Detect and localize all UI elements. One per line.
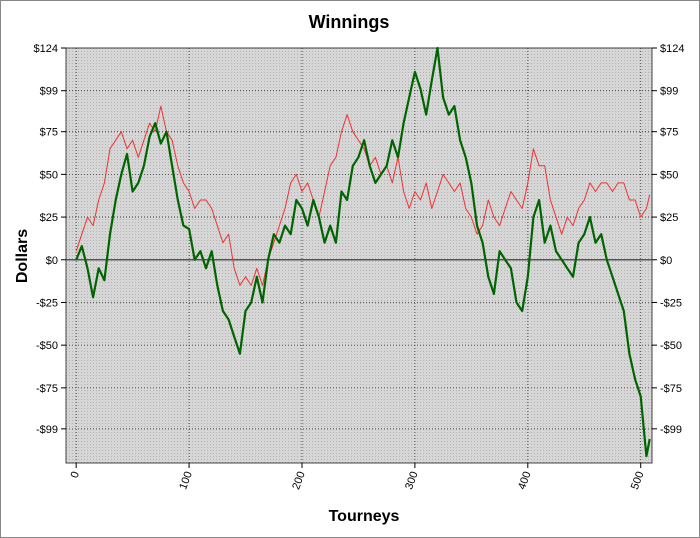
x-axis-title: Tourneys <box>329 508 400 525</box>
y2-tick-label: $124 <box>660 43 684 55</box>
y2-tick-label: -$99 <box>660 424 682 436</box>
series-line <box>75 105 651 286</box>
x-tick-label: 300 <box>403 470 421 491</box>
y-tick-label: $75 <box>40 127 58 139</box>
x-tick-label: 200 <box>290 470 308 491</box>
y-tick-label: $124 <box>34 43 58 55</box>
y2-tick-label: $50 <box>660 169 678 181</box>
y-tick-label: -$50 <box>36 340 58 352</box>
y2-tick-label: $25 <box>660 212 678 224</box>
y-tick-label: $25 <box>40 212 58 224</box>
y-axis-title: Dollars <box>14 229 31 283</box>
chart-title: Winnings <box>309 12 390 32</box>
y2-tick-label: $0 <box>660 255 672 267</box>
y2-tick-label: -$75 <box>660 383 682 395</box>
y-tick-label: -$25 <box>36 297 58 309</box>
x-tick-label: 100 <box>177 470 195 491</box>
series-layer <box>75 46 651 458</box>
series-line <box>75 46 651 458</box>
plot-area <box>65 47 653 464</box>
y-tick-label: $99 <box>40 86 58 98</box>
y-tick-label: -$99 <box>36 424 58 436</box>
y2-tick-label: $99 <box>660 86 678 98</box>
y2-tick-label: $75 <box>660 127 678 139</box>
y-tick-label: $50 <box>40 169 58 181</box>
y-tick-label: -$75 <box>36 383 58 395</box>
x-tick-label: 400 <box>516 470 534 491</box>
y2-tick-label: -$50 <box>660 340 682 352</box>
x-tick-label: 0 <box>69 470 82 480</box>
y-tick-label: $0 <box>46 255 58 267</box>
x-tick-label: 500 <box>629 470 647 491</box>
y2-tick-label: -$25 <box>660 297 682 309</box>
